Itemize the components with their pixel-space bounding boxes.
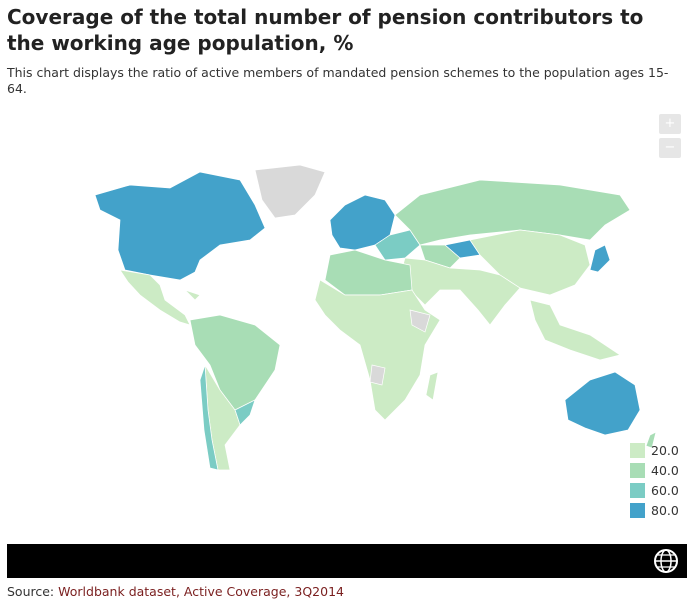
- russia: [394, 179, 631, 246]
- no-data-africa: [409, 309, 431, 333]
- japan: [589, 244, 611, 273]
- source-label: Source:: [7, 584, 55, 599]
- chile: [199, 364, 219, 471]
- globe-icon: [654, 549, 678, 573]
- southeast-asia: [529, 299, 621, 361]
- zoom-in[interactable]: +: [659, 114, 681, 134]
- legend-label: 40.0: [651, 462, 679, 478]
- greenland: [254, 164, 326, 219]
- source-link[interactable]: Worldbank dataset, Active Coverage, 3Q20…: [58, 584, 344, 599]
- zoom-out[interactable]: −: [659, 138, 681, 158]
- footer-bar: [7, 544, 687, 578]
- legend-item: 20.0: [630, 440, 679, 460]
- legend-swatch: [630, 462, 645, 478]
- australia: [564, 371, 641, 436]
- title: Coverage of the total number of pension …: [7, 5, 644, 55]
- legend-label: 80.0: [651, 502, 679, 518]
- central-asia-south: [419, 244, 461, 269]
- world-map: [94, 164, 657, 471]
- caribbean: [184, 289, 201, 301]
- no-data-central-africa: [369, 364, 386, 386]
- legend-item: 40.0: [630, 460, 679, 480]
- sub-saharan-africa: [314, 279, 441, 421]
- legend-swatch: [630, 442, 645, 458]
- source: Source: Worldbank dataset, Active Covera…: [7, 584, 344, 599]
- new-zealand: [645, 431, 657, 449]
- madagascar: [425, 371, 439, 401]
- legend-label: 20.0: [651, 442, 679, 458]
- subtitle: This chart displays the ratio of active …: [7, 65, 669, 96]
- legend-item: 60.0: [630, 480, 679, 500]
- legend-swatch: [630, 502, 645, 518]
- legend-label: 60.0: [651, 482, 679, 498]
- mexico-central-america: [119, 269, 191, 326]
- canada-usa: [94, 171, 266, 281]
- legend-item: 80.0: [630, 500, 679, 520]
- legend: 20.0 40.0 60.0 80.0: [630, 440, 679, 520]
- legend-swatch: [630, 482, 645, 498]
